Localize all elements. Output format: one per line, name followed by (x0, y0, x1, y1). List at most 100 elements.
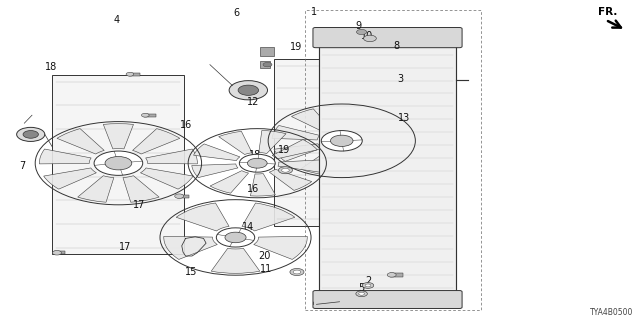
Bar (144, 114, 156, 117)
Wedge shape (193, 144, 240, 161)
Circle shape (126, 72, 134, 76)
Text: 15: 15 (184, 267, 197, 277)
Text: 9: 9 (355, 21, 362, 31)
Wedge shape (335, 106, 361, 129)
Text: 16: 16 (247, 184, 260, 194)
Bar (52, 75, 184, 254)
Wedge shape (359, 146, 406, 166)
Circle shape (23, 131, 38, 138)
Bar (178, 195, 189, 198)
Bar (260, 47, 274, 56)
Bar (54, 251, 65, 254)
Circle shape (356, 291, 367, 297)
Text: 19: 19 (278, 145, 291, 156)
Wedge shape (365, 131, 412, 144)
Circle shape (290, 268, 304, 276)
Text: 8: 8 (394, 41, 400, 52)
Text: 5: 5 (358, 283, 365, 293)
Wedge shape (146, 149, 197, 164)
Bar (305, 10, 481, 310)
Wedge shape (259, 131, 286, 154)
Circle shape (229, 81, 268, 100)
Wedge shape (57, 129, 104, 154)
Bar (261, 164, 273, 167)
Wedge shape (211, 248, 260, 273)
Text: TYA4B0500: TYA4B0500 (590, 308, 634, 317)
Wedge shape (44, 168, 97, 189)
Text: 10: 10 (360, 31, 373, 41)
Text: 17: 17 (119, 242, 132, 252)
Wedge shape (176, 203, 229, 231)
Bar (129, 73, 140, 76)
Text: 13: 13 (398, 113, 411, 123)
Circle shape (282, 168, 289, 172)
Wedge shape (253, 236, 307, 260)
Circle shape (105, 156, 132, 170)
Circle shape (52, 251, 61, 255)
Text: 18: 18 (45, 62, 58, 72)
Text: 1: 1 (310, 7, 317, 17)
Text: 20: 20 (258, 251, 271, 261)
Text: 19: 19 (289, 42, 302, 52)
Text: 18: 18 (248, 150, 261, 160)
Circle shape (330, 135, 353, 147)
Wedge shape (210, 171, 248, 193)
FancyBboxPatch shape (313, 28, 462, 48)
Wedge shape (269, 169, 312, 190)
Wedge shape (40, 149, 91, 164)
Circle shape (365, 284, 371, 287)
Wedge shape (272, 125, 319, 140)
Wedge shape (344, 152, 372, 176)
Circle shape (358, 292, 365, 295)
Text: 16: 16 (179, 120, 192, 130)
Circle shape (17, 127, 45, 141)
Wedge shape (192, 164, 238, 178)
Circle shape (387, 273, 396, 277)
Bar (274, 59, 408, 226)
Text: 3: 3 (397, 74, 403, 84)
Wedge shape (278, 160, 323, 172)
Wedge shape (242, 203, 295, 231)
Circle shape (216, 228, 255, 247)
Wedge shape (164, 236, 218, 260)
Circle shape (356, 29, 367, 35)
Text: 7: 7 (19, 161, 26, 172)
Circle shape (258, 163, 267, 168)
Circle shape (239, 154, 275, 172)
Circle shape (175, 194, 184, 198)
Text: 4: 4 (114, 15, 120, 25)
Text: 2: 2 (365, 276, 371, 286)
Wedge shape (272, 140, 317, 159)
Circle shape (321, 131, 362, 151)
Wedge shape (77, 176, 114, 202)
Wedge shape (291, 109, 332, 132)
Circle shape (225, 232, 246, 243)
Bar (390, 273, 403, 277)
Circle shape (263, 62, 272, 67)
Wedge shape (301, 151, 336, 175)
Circle shape (141, 113, 149, 117)
Circle shape (293, 270, 301, 274)
Text: 12: 12 (246, 97, 259, 107)
Circle shape (278, 167, 292, 174)
Circle shape (94, 151, 143, 175)
Circle shape (364, 35, 376, 42)
Circle shape (248, 158, 267, 168)
Text: 11: 11 (260, 264, 273, 274)
Wedge shape (219, 131, 252, 155)
Bar (319, 34, 456, 296)
Text: FR.: FR. (598, 7, 617, 17)
Wedge shape (123, 176, 159, 202)
Bar (260, 61, 270, 68)
Wedge shape (250, 173, 275, 196)
FancyBboxPatch shape (313, 291, 462, 308)
Circle shape (253, 159, 262, 164)
Text: 6: 6 (234, 8, 240, 18)
Wedge shape (103, 124, 134, 149)
Bar (256, 160, 268, 163)
Wedge shape (132, 129, 180, 154)
Wedge shape (355, 112, 400, 134)
Wedge shape (140, 168, 193, 189)
Text: 17: 17 (133, 200, 146, 210)
Wedge shape (274, 144, 322, 161)
